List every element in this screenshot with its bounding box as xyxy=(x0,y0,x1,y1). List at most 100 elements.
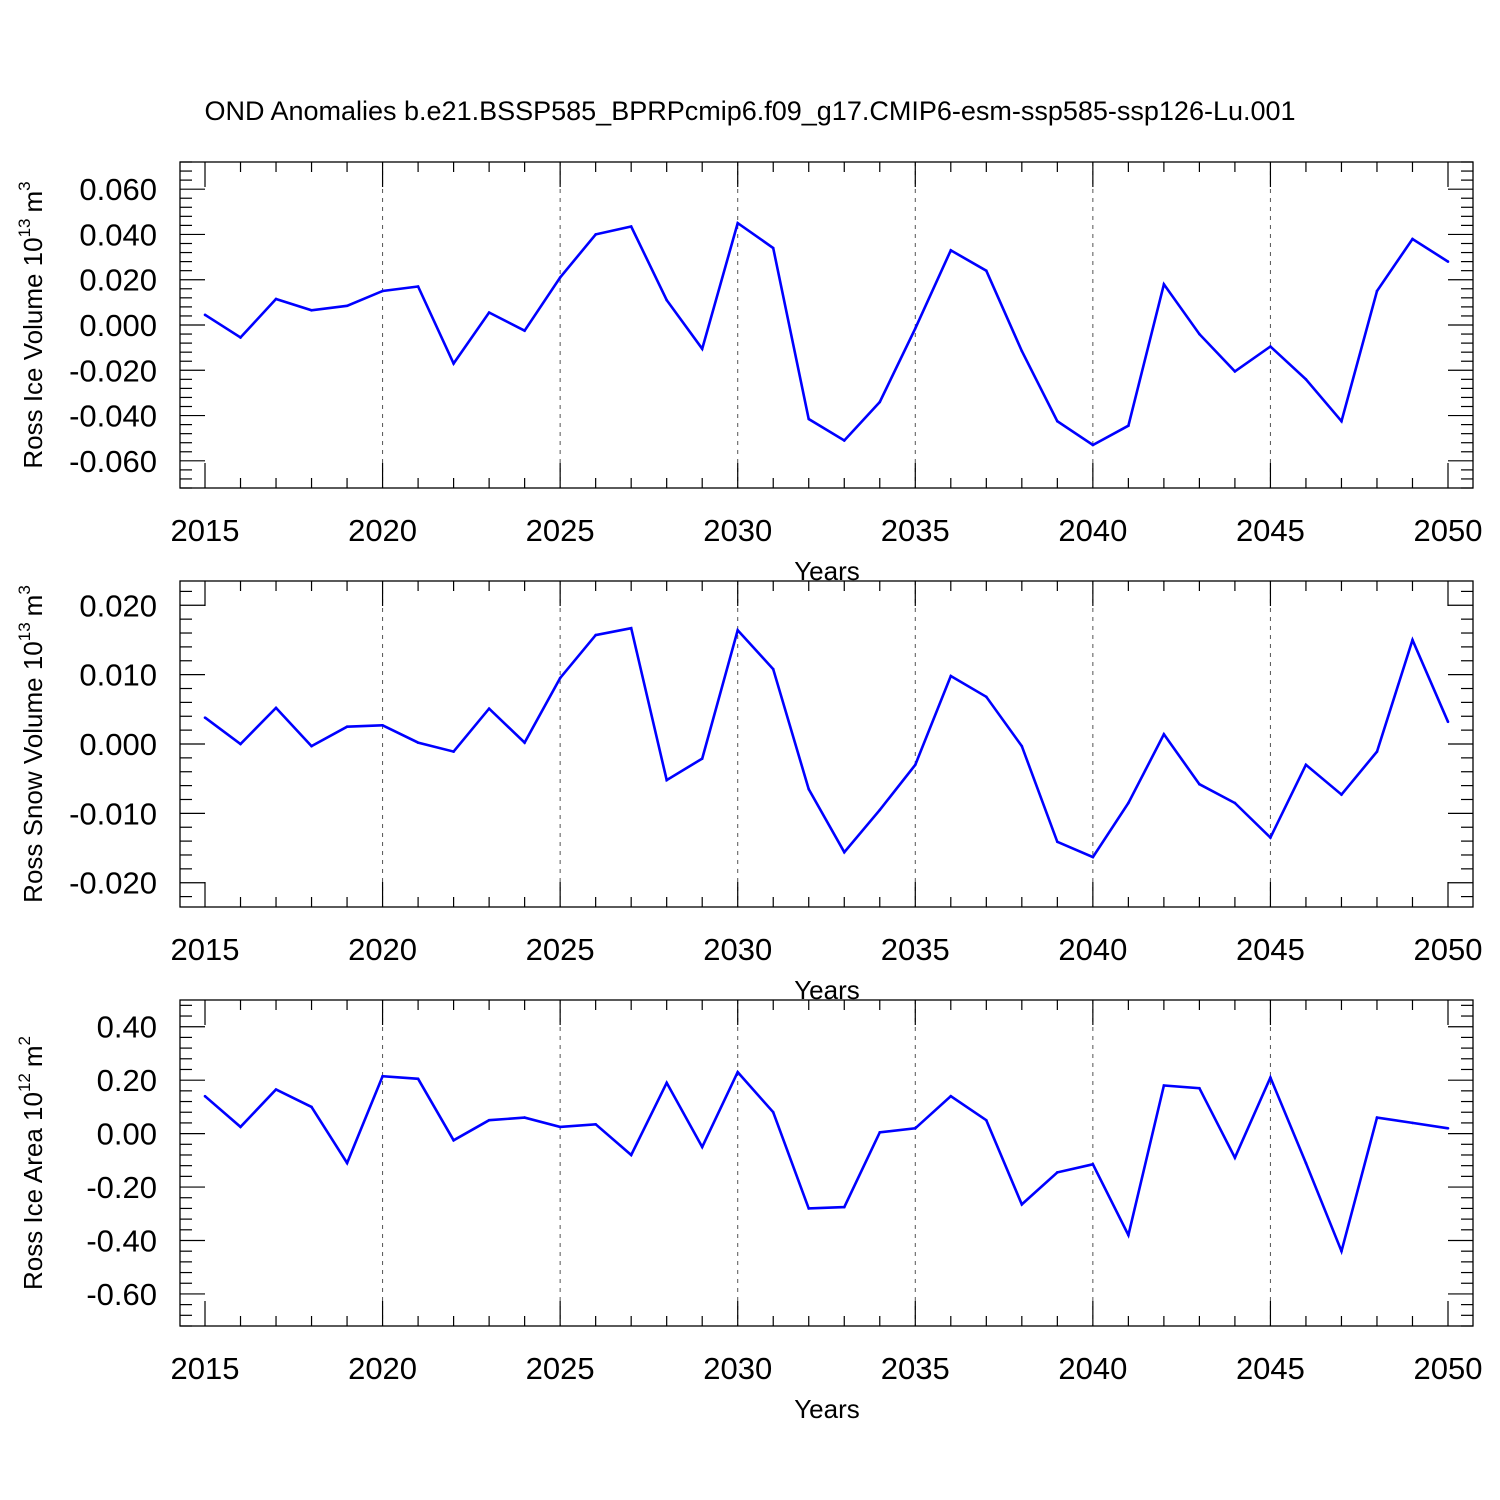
data-point xyxy=(949,1094,953,1098)
x-tick-label: 2025 xyxy=(526,513,595,548)
data-point xyxy=(1446,720,1450,724)
plot-frame xyxy=(179,999,1474,1327)
data-point xyxy=(1269,1076,1272,1079)
y-tick-label: 0.40 xyxy=(97,1010,157,1045)
data-point xyxy=(594,1122,597,1126)
y-axis-title-part: Ross Ice Volume 10 xyxy=(18,237,48,468)
x-tick-label: 2015 xyxy=(171,1351,240,1386)
data-point xyxy=(1162,1084,1166,1087)
x-tick-label: 2020 xyxy=(348,1351,417,1386)
data-point xyxy=(1198,782,1201,786)
data-point xyxy=(1269,836,1272,839)
x-tick-label: 2035 xyxy=(881,1351,950,1386)
data-point xyxy=(1056,419,1059,423)
data-point xyxy=(736,628,740,632)
data-point xyxy=(416,1077,420,1081)
y-tick-label: -0.40 xyxy=(86,1223,157,1258)
y-tick-label: -0.020 xyxy=(69,353,157,388)
data-point xyxy=(807,1207,811,1210)
data-point xyxy=(523,329,526,332)
data-point xyxy=(1340,419,1343,423)
x-tick-label: 2045 xyxy=(1236,1351,1305,1386)
data-point xyxy=(665,298,668,302)
y-axis-title-part: Ross Snow Volume 10 xyxy=(18,641,48,903)
data-point xyxy=(1091,855,1095,859)
y-tick-label: 0.20 xyxy=(97,1063,157,1098)
data-point xyxy=(665,778,668,782)
series-line xyxy=(204,626,1450,859)
data-point xyxy=(949,248,953,252)
y-axis-title-superscript: 13 xyxy=(15,622,34,641)
data-point xyxy=(1304,378,1308,381)
y-axis-title: Ross Ice Area 1012 m2 xyxy=(15,1036,48,1290)
data-point xyxy=(1446,260,1450,263)
data-point xyxy=(842,850,846,854)
data-point xyxy=(203,716,207,719)
data-point xyxy=(913,1126,917,1130)
x-tick-label: 2020 xyxy=(348,932,417,967)
y-axis-title-part: m xyxy=(18,1045,48,1067)
data-point xyxy=(1233,1156,1237,1159)
y-axis-title-part: m xyxy=(18,595,48,617)
data-point xyxy=(1091,1163,1095,1166)
y-tick-label: 0.000 xyxy=(79,308,157,343)
data-point xyxy=(1127,424,1130,428)
data-point xyxy=(736,221,740,225)
data-point xyxy=(771,246,775,250)
data-point xyxy=(558,1125,562,1129)
y-axis-title-superscript: 12 xyxy=(15,1073,34,1092)
chart-title: OND Anomalies b.e21.BSSP585_BPRPcmip6.f0… xyxy=(204,96,1296,126)
data-point xyxy=(416,741,420,744)
y-tick-label: -0.060 xyxy=(69,444,157,479)
data-point xyxy=(381,1074,384,1078)
x-tick-label: 2030 xyxy=(703,932,772,967)
data-point xyxy=(1198,332,1201,336)
data-point xyxy=(985,269,988,272)
y-tick-label: 0.00 xyxy=(97,1117,157,1152)
x-tick-label: 2040 xyxy=(1058,1351,1127,1386)
y-axis-title-superscript: 2 xyxy=(15,1036,34,1045)
data-point xyxy=(700,347,704,351)
data-point xyxy=(913,763,917,767)
data-point xyxy=(771,1110,775,1114)
data-point xyxy=(1162,282,1166,286)
y-tick-label: 0.040 xyxy=(79,217,157,252)
data-point xyxy=(1056,840,1059,844)
data-point xyxy=(1233,370,1237,373)
data-point xyxy=(523,741,526,744)
y-tick-label: 0.000 xyxy=(79,727,157,762)
data-point xyxy=(1340,1249,1343,1253)
data-point xyxy=(807,417,811,421)
data-point xyxy=(381,289,384,293)
data-point xyxy=(523,1116,526,1119)
data-point xyxy=(985,695,988,699)
x-tick-label: 2015 xyxy=(171,932,240,967)
x-tick-label: 2040 xyxy=(1058,932,1127,967)
x-tick-label: 2030 xyxy=(703,1351,772,1386)
series-line xyxy=(204,1069,1449,1256)
y-axis-title: Ross Snow Volume 1013 m3 xyxy=(15,585,48,903)
data-point xyxy=(1304,1161,1308,1165)
data-point xyxy=(700,757,704,760)
data-point xyxy=(310,308,313,312)
x-tick-label: 2035 xyxy=(881,932,950,967)
x-tick-label: 2025 xyxy=(526,1351,595,1386)
y-tick-label: -0.20 xyxy=(86,1170,157,1205)
data-point xyxy=(274,297,278,301)
data-point xyxy=(807,787,811,791)
data-point xyxy=(700,1145,704,1149)
plot-frame xyxy=(179,580,1474,908)
data-point xyxy=(594,633,597,637)
data-point xyxy=(381,723,384,727)
data-point xyxy=(558,676,562,680)
y-axis-title-superscript: 3 xyxy=(15,181,34,190)
y-tick-label: 0.010 xyxy=(79,658,157,693)
data-point xyxy=(1340,793,1343,796)
data-point xyxy=(878,808,882,812)
data-point xyxy=(629,1153,633,1157)
data-point xyxy=(1411,638,1414,642)
data-point xyxy=(487,311,491,314)
data-point xyxy=(1411,237,1414,241)
data-point xyxy=(1375,750,1379,753)
x-tick-label: 2045 xyxy=(1236,932,1305,967)
